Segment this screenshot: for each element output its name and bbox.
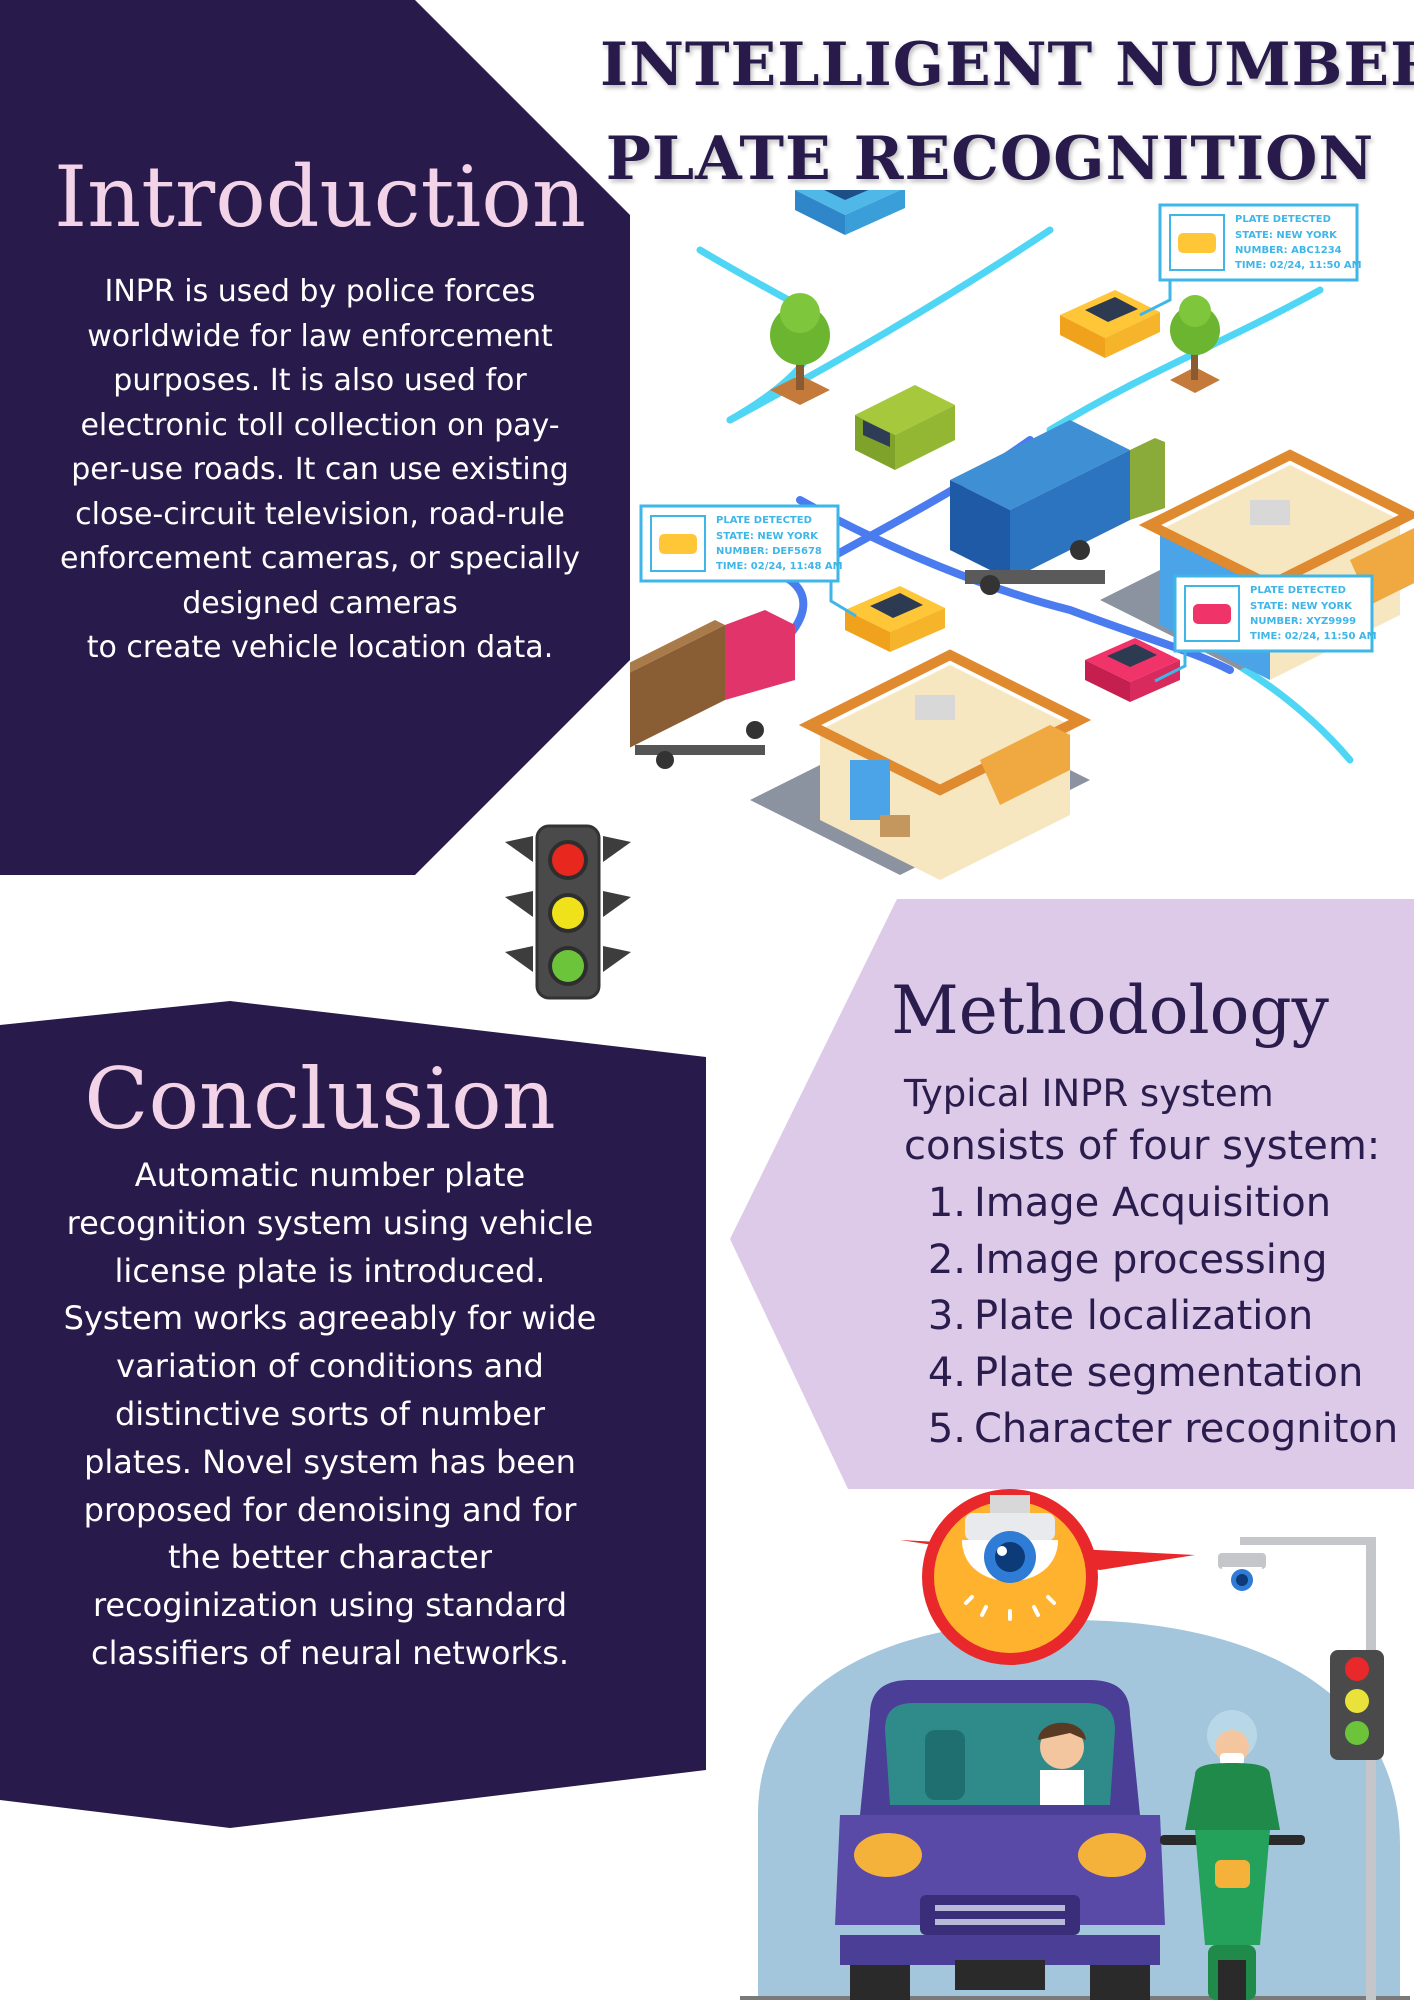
list-number: 1.	[927, 1180, 966, 1226]
plate-card-time: TIME: 02/24, 11:50 AM	[1235, 260, 1362, 271]
list-label: Character recogniton	[974, 1406, 1399, 1452]
list-label: Image processing	[974, 1237, 1328, 1283]
introduction-line: INPR is used by police forces	[104, 274, 536, 309]
introduction-heading: Introduction	[54, 148, 586, 246]
tree-icon	[770, 293, 830, 405]
plate-card-header: PLATE DETECTED	[716, 515, 812, 526]
introduction-line: purposes. It is also used for	[113, 363, 527, 398]
plate-card-state: STATE: NEW YORK	[1235, 230, 1338, 241]
plate-card-header: PLATE DETECTED	[1250, 585, 1346, 596]
traffic-camera-illustration	[740, 1489, 1410, 2000]
plate-card-time: TIME: 02/24, 11:48 AM	[716, 561, 843, 572]
introduction-line: enforcement cameras, or specially	[60, 541, 580, 576]
introduction-text: INPR is used by police forces worldwide …	[20, 270, 620, 671]
conclusion-heading: Conclusion	[84, 1050, 556, 1148]
conclusion-line: classifiers of neural networks.	[90, 1633, 570, 1672]
methodology-intro-line: Typical INPR system	[904, 1072, 1274, 1115]
plate-card-header: PLATE DETECTED	[1235, 214, 1331, 225]
traffic-light-icon	[505, 824, 631, 1000]
conclusion-line: recognition system using vehicle	[66, 1203, 594, 1242]
car-icon	[795, 190, 905, 235]
plate-card: PLATE DETECTED STATE: NEW YORK NUMBER: A…	[1139, 203, 1362, 317]
plate-card-state: STATE: NEW YORK	[716, 531, 819, 542]
car-icon	[1060, 290, 1160, 358]
truck-icon	[950, 420, 1165, 595]
introduction-line: designed cameras	[182, 585, 458, 621]
car-icon	[845, 586, 945, 652]
plate-card-number: NUMBER: DEF5678	[716, 546, 822, 557]
van-icon	[855, 385, 955, 470]
conclusion-line: System works agreeably for wide	[63, 1299, 597, 1338]
scooter-rider-icon	[1160, 1710, 1305, 2000]
conclusion-line: variation of conditions and	[116, 1347, 544, 1386]
truck-icon	[630, 610, 795, 769]
building-icon	[750, 649, 1092, 880]
plate-card-time: TIME: 02/24, 11:50 AM	[1250, 631, 1377, 642]
conclusion-line: distinctive sorts of number	[114, 1394, 546, 1433]
methodology-list-item: 4. Plate segmentation	[925, 1350, 1364, 1396]
traffic-light-icon	[1330, 1650, 1384, 1760]
page-title-line-2: PLATE RECOGNITION	[605, 124, 1375, 194]
introduction-line: electronic toll collection on pay-	[80, 407, 560, 443]
methodology-list-item: 5. Character recogniton	[925, 1406, 1398, 1452]
introduction-line: per-use roads. It can use existing	[71, 452, 569, 487]
tree-icon	[1170, 295, 1220, 393]
list-number: 3.	[927, 1293, 966, 1339]
list-number: 2.	[927, 1237, 966, 1283]
security-camera-icon	[900, 1489, 1195, 1665]
plate-card-state: STATE: NEW YORK	[1250, 601, 1353, 612]
plate-card-number: NUMBER: ABC1234	[1235, 245, 1342, 256]
plate-card: PLATE DETECTED STATE: NEW YORK NUMBER: X…	[1154, 574, 1377, 683]
conclusion-line: license plate is introduced.	[114, 1251, 546, 1290]
methodology-panel	[730, 899, 1414, 1489]
methodology-intro-line: consists of four system:	[904, 1123, 1381, 1169]
conclusion-line: recoginization using standard	[92, 1586, 568, 1625]
page-title-line-1: INTELLIGENT NUMBER	[600, 30, 1414, 100]
list-number: 4.	[927, 1350, 966, 1396]
conclusion-line: plates. Novel system has been	[84, 1442, 576, 1481]
street-pole	[1218, 1537, 1376, 2000]
conclusion-line: the better character	[167, 1538, 493, 1577]
isometric-city-illustration: PLATE DETECTED STATE: NEW YORK NUMBER: A…	[630, 190, 1414, 880]
methodology-list-item: 3. Plate localization	[925, 1293, 1313, 1339]
conclusion-line: proposed for denoising and for	[83, 1490, 577, 1529]
car-icon	[835, 1680, 1165, 2000]
methodology-heading: Methodology	[891, 972, 1329, 1049]
introduction-line: worldwide for law enforcement	[87, 318, 553, 354]
methodology-list-item: 1. Image Acquisition	[925, 1180, 1331, 1226]
conclusion-line: Automatic number plate	[134, 1156, 526, 1194]
plate-card: PLATE DETECTED STATE: NEW YORK NUMBER: D…	[639, 504, 857, 618]
intro-panel	[0, 0, 630, 875]
conclusion-panel	[0, 1001, 706, 1828]
methodology-list-item: 2. Image processing	[925, 1237, 1328, 1283]
plate-card-number: NUMBER: XYZ9999	[1250, 616, 1356, 627]
conclusion-text: Automatic number plate recognition syste…	[30, 1152, 630, 1678]
list-label: Plate localization	[974, 1293, 1314, 1339]
introduction-line: close-circuit television, road-rule	[75, 496, 565, 532]
introduction-line: to create vehicle location data.	[86, 630, 554, 665]
list-label: Plate segmentation	[974, 1350, 1364, 1396]
list-number: 5.	[927, 1406, 966, 1452]
list-label: Image Acquisition	[974, 1180, 1332, 1226]
